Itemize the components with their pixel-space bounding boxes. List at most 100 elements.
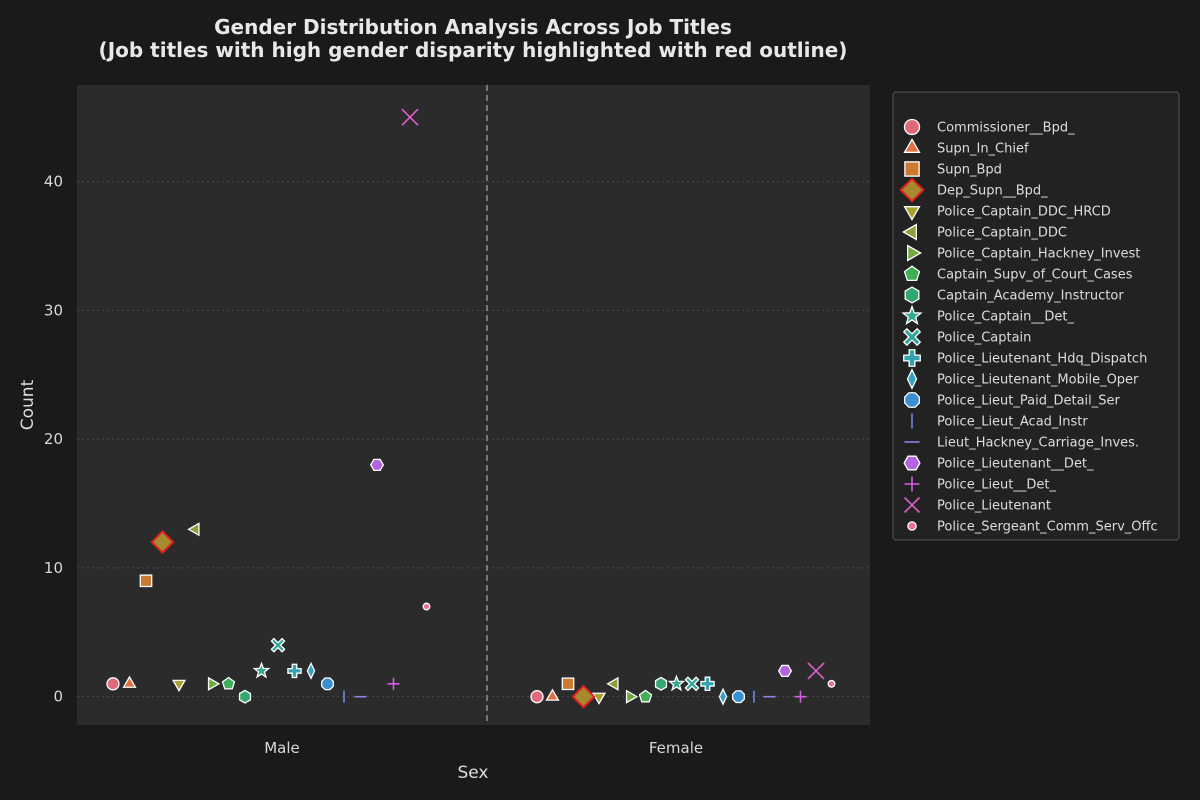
- point-police-lieutenant-hdq-dispatch-male: [287, 663, 302, 679]
- legend-label: Police_Lieutenant: [937, 499, 1051, 514]
- point-police-sergeant-comm-serv-offc-male: [422, 602, 431, 611]
- legend-marker-commissioner-bpd: [903, 118, 921, 136]
- legend-item-police-lieutenant-det: Police_Lieutenant__Det_: [903, 455, 1094, 472]
- legend-marker-police-captain-ddc-hrcd: [903, 206, 921, 221]
- point-supn-bpd-male: [139, 574, 153, 588]
- point-supn-in-chief-male: [122, 675, 137, 688]
- legend-label: Police_Lieut_Acad_Instr: [937, 415, 1088, 430]
- point-police-sergeant-comm-serv-offc-female: [827, 679, 836, 688]
- point-commissioner-bpd-male: [106, 677, 120, 691]
- data-points: [106, 108, 836, 709]
- legend-label: Police_Lieutenant__Det_: [937, 457, 1094, 472]
- legend-label: Police_Captain__Det_: [937, 310, 1075, 325]
- point-police-lieutenant-mobile-oper-female: [718, 687, 728, 706]
- plot-area: [77, 85, 870, 725]
- legend-label: Supn_Bpd: [937, 163, 1002, 178]
- point-police-lieutenant-det-female: [777, 664, 793, 678]
- legend-item-police-lieutenant-mobile-oper: Police_Lieutenant_Mobile_Oper: [906, 368, 1139, 390]
- point-captain-academy-instructor-female: [654, 676, 668, 691]
- legend-label: Police_Lieut__Det_: [937, 478, 1056, 493]
- point-police-captain-ddc-male: [187, 522, 200, 537]
- legend-marker-captain-academy-instructor: [904, 286, 920, 304]
- legend-item-police-lieut-paid-detail-ser: Police_Lieut_Paid_Detail_Ser: [904, 392, 1121, 409]
- point-police-captain-ddc-female: [606, 676, 619, 691]
- y-tick-label-10: 10: [44, 559, 63, 577]
- legend-marker-police-lieutenant-hdq-dispatch: [903, 349, 921, 367]
- legend-marker-police-captain-ddc: [902, 223, 917, 241]
- point-captain-supv-of-court-cases-male: [221, 676, 236, 690]
- legend-item-police-sergeant-comm-serv-offc: Police_Sergeant_Comm_Serv_Offc: [907, 520, 1158, 535]
- legend-marker-supn-bpd: [904, 161, 920, 177]
- point-supn-in-chief-female: [545, 688, 560, 701]
- legend-item-dep-supn-bpd: Dep_Supn__Bpd_: [899, 177, 1048, 203]
- legend-label: Police_Captain_DDC_HRCD: [937, 205, 1111, 220]
- point-police-lieut-paid-detail-ser-male: [321, 677, 334, 691]
- y-tick-label-40: 40: [44, 173, 63, 191]
- legend-item-police-captain-ddc: Police_Captain_DDC: [902, 223, 1067, 241]
- point-dep-supn-bpd-male: [150, 530, 175, 555]
- point-captain-academy-instructor-male: [238, 689, 252, 704]
- legend-marker-police-lieutenant-mobile-oper: [906, 368, 918, 390]
- legend-title: Job Title: [1009, 98, 1062, 113]
- legend-item-captain-supv-of-court-cases: Captain_Supv_of_Court_Cases: [903, 265, 1133, 283]
- x-axis-label: Sex: [457, 763, 488, 783]
- legend-item-police-lieut-acad-instr: Police_Lieut_Acad_Instr: [911, 413, 1088, 430]
- legend-label: Dep_Supn__Bpd_: [937, 184, 1048, 199]
- point-police-captain-det-male: [252, 661, 271, 679]
- legend-label: Police_Lieut_Paid_Detail_Ser: [937, 394, 1121, 409]
- point-police-lieutenant-hdq-dispatch-female: [700, 676, 715, 692]
- legend-marker-police-lieutenant-det: [903, 455, 921, 471]
- point-police-captain-male: [270, 637, 286, 653]
- legend-item-lieut-hackney-carriage-inves: Lieut_Hackney_Carriage_Inves.: [904, 436, 1139, 451]
- legend-marker-police-captain-hackney-invest: [907, 244, 922, 262]
- point-police-captain-female: [684, 676, 700, 692]
- legend-label: Police_Captain_Hackney_Invest: [937, 247, 1140, 262]
- legend-marker-captain-supv-of-court-cases: [903, 265, 921, 282]
- legend-box: [892, 91, 1180, 541]
- point-police-captain-hackney-invest-male: [207, 676, 221, 691]
- legend-item-supn-in-chief: Supn_In_Chief: [903, 138, 1029, 157]
- legend-label: Police_Sergeant_Comm_Serv_Offc: [937, 520, 1158, 535]
- y-tick-label-20: 20: [44, 430, 63, 448]
- legend-label: Police_Captain_DDC: [937, 226, 1067, 241]
- legend-label: Police_Captain: [937, 331, 1031, 346]
- legend-label: Lieut_Hackney_Carriage_Inves.: [937, 436, 1139, 451]
- x-axis-ticks: Male Female: [264, 739, 703, 757]
- legend-marker-police-captain-det: [901, 304, 923, 326]
- legend-marker-police-lieutenant: [903, 496, 921, 514]
- point-police-captain-hackney-invest-female: [625, 689, 639, 704]
- y-tick-label-0: 0: [53, 688, 63, 706]
- legend-label: Supn_In_Chief: [937, 142, 1029, 157]
- legend-item-commissioner-bpd: Commissioner__Bpd_: [903, 118, 1075, 136]
- point-police-captain-ddc-hrcd-male: [171, 679, 187, 692]
- legend-item-police-captain: Police_Captain: [902, 327, 1031, 347]
- legend: Job Title Commissioner__Bpd_ Supn_In_Chie…: [892, 91, 1180, 541]
- legend-item-captain-academy-instructor: Captain_Academy_Instructor: [904, 286, 1124, 304]
- point-police-lieut-det-female: [794, 690, 807, 703]
- legend-label: Police_Lieutenant_Hdq_Dispatch: [937, 352, 1147, 367]
- legend-item-police-captain-det: Police_Captain__Det_: [901, 304, 1075, 326]
- point-police-lieut-paid-detail-ser-female: [732, 690, 745, 704]
- point-police-lieut-det-male: [387, 677, 400, 690]
- legend-item-police-lieutenant: Police_Lieutenant: [903, 496, 1051, 514]
- y-axis-ticks: 0 10 20 30 40: [44, 173, 63, 706]
- legend-label: Police_Lieutenant_Mobile_Oper: [937, 373, 1139, 388]
- legend-item-police-captain-hackney-invest: Police_Captain_Hackney_Invest: [907, 244, 1140, 262]
- legend-marker-police-lieut-paid-detail-ser: [904, 392, 920, 408]
- point-police-captain-det-female: [667, 674, 686, 692]
- point-police-lieutenant-female: [807, 662, 825, 680]
- legend-marker-supn-in-chief: [903, 138, 921, 153]
- legend-marker-dep-supn-bpd: [899, 177, 925, 203]
- y-axis-label: Count: [18, 379, 38, 430]
- point-police-lieutenant-male: [401, 108, 419, 126]
- legend-marker-police-lieut-det: [904, 476, 920, 492]
- x-tick-label-male: Male: [264, 739, 300, 757]
- point-dep-supn-bpd-female: [571, 684, 596, 709]
- legend-label: Captain_Academy_Instructor: [937, 289, 1124, 304]
- point-police-captain-ddc-hrcd-female: [591, 692, 607, 705]
- legend-label: Commissioner__Bpd_: [937, 121, 1075, 136]
- y-tick-label-30: 30: [44, 301, 63, 319]
- point-captain-supv-of-court-cases-female: [638, 689, 653, 703]
- legend-label: Captain_Supv_of_Court_Cases: [937, 268, 1133, 283]
